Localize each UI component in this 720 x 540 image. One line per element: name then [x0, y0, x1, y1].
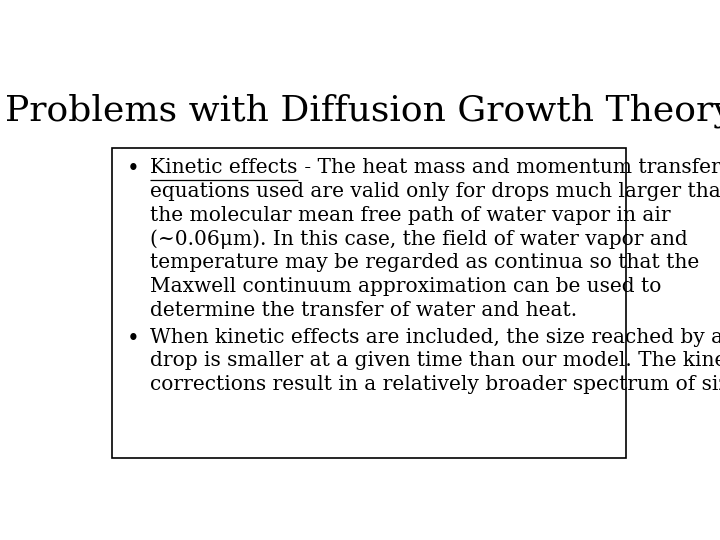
Text: corrections result in a relatively broader spectrum of sizes.: corrections result in a relatively broad… [150, 375, 720, 394]
Text: Kinetic effects: Kinetic effects [150, 158, 297, 177]
Text: •: • [126, 328, 139, 349]
Text: the molecular mean free path of water vapor in air: the molecular mean free path of water va… [150, 206, 671, 225]
Text: drop is smaller at a given time than our model. The kinetic: drop is smaller at a given time than our… [150, 352, 720, 370]
Text: temperature may be regarded as continua so that the: temperature may be regarded as continua … [150, 253, 700, 272]
Text: (~0.06μm). In this case, the field of water vapor and: (~0.06μm). In this case, the field of wa… [150, 230, 688, 249]
Text: - The heat mass and momentum transfer: - The heat mass and momentum transfer [297, 158, 720, 177]
Text: •: • [126, 158, 139, 180]
Text: determine the transfer of water and heat.: determine the transfer of water and heat… [150, 301, 577, 320]
Text: When kinetic effects are included, the size reached by a: When kinetic effects are included, the s… [150, 328, 720, 347]
Text: equations used are valid only for drops much larger than: equations used are valid only for drops … [150, 182, 720, 201]
FancyBboxPatch shape [112, 148, 626, 458]
Text: Maxwell continuum approximation can be used to: Maxwell continuum approximation can be u… [150, 277, 662, 296]
Text: Problems with Diffusion Growth Theory: Problems with Diffusion Growth Theory [5, 94, 720, 129]
